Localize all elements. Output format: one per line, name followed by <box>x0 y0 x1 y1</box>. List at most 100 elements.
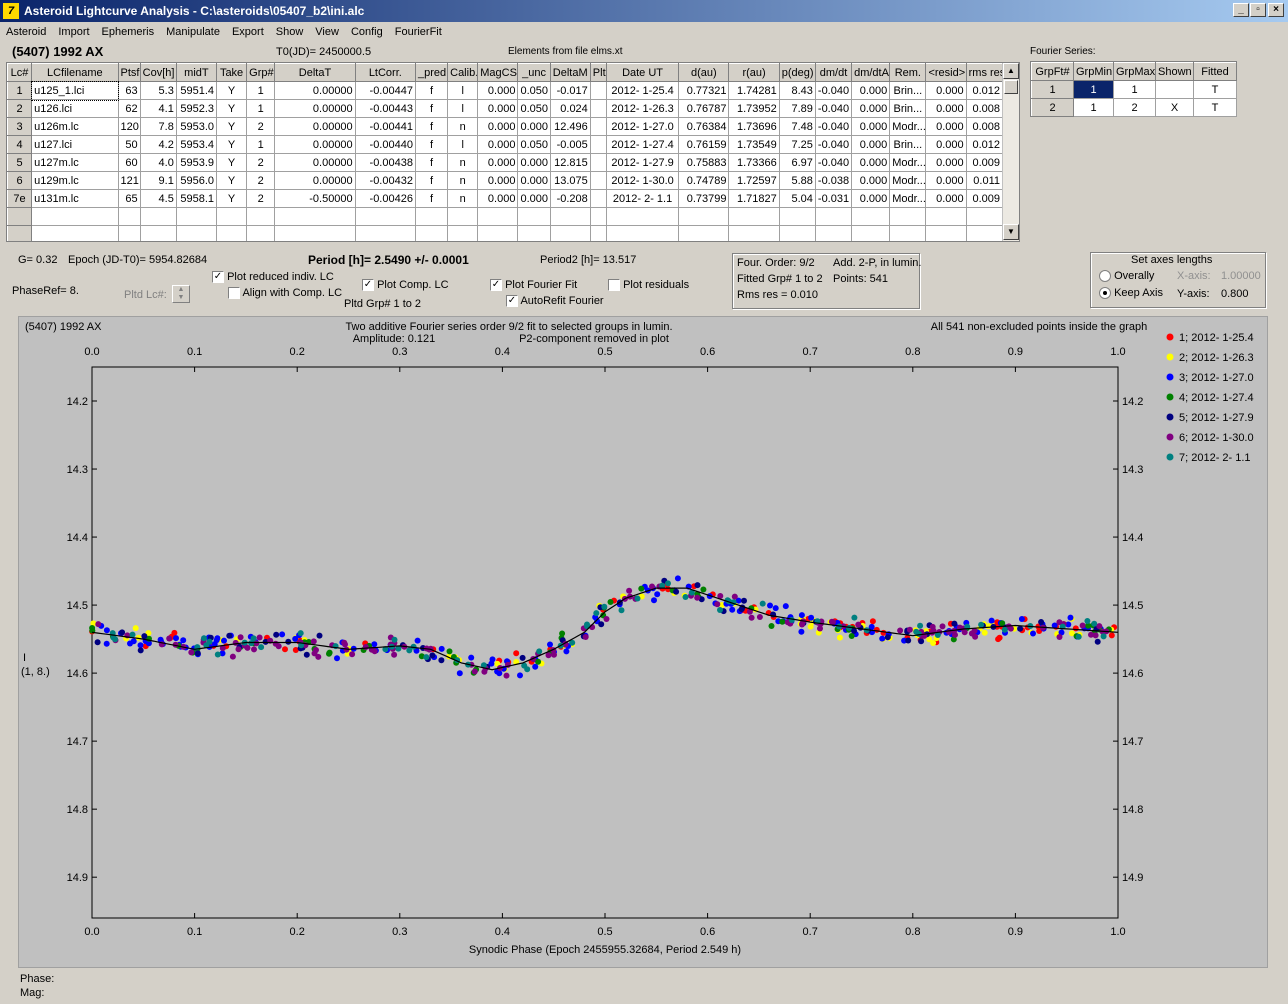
column-header[interactable]: dm/dt <box>814 63 853 82</box>
table-cell[interactable]: 0.76384 <box>678 117 730 136</box>
table-cell[interactable]: -0.00438 <box>354 153 416 172</box>
table-cell[interactable] <box>728 225 780 241</box>
table-cell[interactable]: 5951.4 <box>175 81 218 100</box>
table-cell[interactable]: Y <box>215 81 248 100</box>
table-cell[interactable]: u127.lci <box>31 135 119 154</box>
table-cell[interactable]: 0.000 <box>925 99 967 118</box>
table-cell[interactable] <box>605 207 680 226</box>
table-cell[interactable]: 12.496 <box>549 117 591 136</box>
table-cell[interactable]: 0.000 <box>517 153 551 172</box>
scroll-up-icon[interactable]: ▲ <box>1003 63 1019 79</box>
column-header[interactable]: d(au) <box>678 63 730 82</box>
column-header[interactable]: _pred. <box>414 63 449 82</box>
table-cell[interactable]: 1 <box>246 135 276 154</box>
table-cell[interactable]: 0.050 <box>517 135 551 154</box>
table-cell[interactable] <box>274 207 356 226</box>
table-cell[interactable] <box>965 225 1004 241</box>
table-cell[interactable] <box>175 207 218 226</box>
fourier-column-header[interactable]: GrpMin <box>1073 62 1114 81</box>
row-header[interactable]: 1 <box>7 81 33 100</box>
table-cell[interactable] <box>925 207 967 226</box>
table-cell[interactable] <box>778 225 816 241</box>
table-cell[interactable] <box>414 225 449 241</box>
table-cell[interactable]: 0.000 <box>925 81 967 100</box>
table-cell[interactable] <box>447 225 479 241</box>
table-cell[interactable] <box>139 225 177 241</box>
table-cell[interactable]: Modr... <box>889 153 927 172</box>
table-cell[interactable]: 2012- 1-26.3 <box>605 99 680 118</box>
menu-manipulate[interactable]: Manipulate <box>166 26 220 38</box>
table-cell[interactable]: 0.000 <box>851 135 891 154</box>
table-cell[interactable]: 5958.1 <box>175 189 218 208</box>
menu-fourierfit[interactable]: FourierFit <box>394 26 442 38</box>
table-cell[interactable]: 5.04 <box>778 189 816 208</box>
table-cell[interactable] <box>477 207 519 226</box>
table-cell[interactable]: 13.075 <box>549 171 591 190</box>
scroll-thumb[interactable] <box>1004 80 1018 94</box>
menu-show[interactable]: Show <box>275 26 304 38</box>
table-cell[interactable]: 0.00000 <box>274 99 356 118</box>
fourier-cell[interactable]: 1 <box>1073 80 1114 99</box>
table-cell[interactable]: 7.8 <box>139 117 177 136</box>
table-cell[interactable]: f <box>414 135 449 154</box>
column-header[interactable]: DeltaM <box>549 63 591 82</box>
table-cell[interactable] <box>605 225 680 241</box>
table-row[interactable]: 2 u126.lci 62 4.1 5952.3 Y 1 0.00000 -0.00443 f l 0… <box>7 99 1004 118</box>
table-cell[interactable] <box>354 225 416 241</box>
table-cell[interactable]: 0.050 <box>517 99 551 118</box>
table-cell[interactable] <box>31 207 119 226</box>
table-cell[interactable]: 7.48 <box>778 117 816 136</box>
table-cell[interactable]: u126.lci <box>31 99 119 118</box>
table-cell[interactable]: 0.012 <box>965 81 1004 100</box>
table-cell[interactable]: 5953.0 <box>175 117 218 136</box>
column-header[interactable]: r(au) <box>728 63 780 82</box>
table-cell[interactable]: 0.008 <box>965 99 1004 118</box>
table-cell[interactable] <box>589 99 607 118</box>
table-cell[interactable] <box>274 225 356 241</box>
menu-config[interactable]: Config <box>350 26 383 38</box>
plot-comp-checkbox[interactable]: ✓ Plot Comp. LC <box>362 279 449 292</box>
table-cell[interactable] <box>589 117 607 136</box>
table-cell[interactable]: -0.017 <box>549 81 591 100</box>
column-header[interactable]: MagCS <box>477 63 519 82</box>
menu-ephemeris[interactable]: Ephemeris <box>101 26 155 38</box>
table-cell[interactable]: 0.009 <box>965 189 1004 208</box>
table-cell[interactable]: 2012- 1-27.0 <box>605 117 680 136</box>
table-cell[interactable] <box>215 225 248 241</box>
table-cell[interactable] <box>117 225 141 241</box>
table-cell[interactable] <box>589 135 607 154</box>
table-cell[interactable]: 4.0 <box>139 153 177 172</box>
table-cell[interactable]: 7.25 <box>778 135 816 154</box>
table-cell[interactable] <box>589 225 607 241</box>
pltd-lc-spinner[interactable]: ▲ ▼ <box>172 285 190 303</box>
table-cell[interactable] <box>477 225 519 241</box>
table-cell[interactable] <box>589 189 607 208</box>
table-cell[interactable] <box>414 207 449 226</box>
table-row[interactable]: 5 u127m.lc 60 4.0 5953.9 Y 2 0.00000 -0.00438 f n 0… <box>7 153 1004 172</box>
table-cell[interactable]: 0.050 <box>517 81 551 100</box>
table-cell[interactable]: n <box>447 117 479 136</box>
table-cell[interactable]: -0.00432 <box>354 171 416 190</box>
table-cell[interactable] <box>517 207 551 226</box>
table-cell[interactable]: 0.000 <box>477 99 519 118</box>
table-cell[interactable]: 0.000 <box>477 189 519 208</box>
column-header[interactable]: Ptsf <box>117 63 141 82</box>
table-cell[interactable]: 2012- 1-30.0 <box>605 171 680 190</box>
table-cell[interactable]: 0.000 <box>477 171 519 190</box>
table-cell[interactable] <box>925 225 967 241</box>
column-header[interactable]: Rem. <box>889 63 927 82</box>
table-cell[interactable]: 0.000 <box>517 171 551 190</box>
table-cell[interactable] <box>117 207 141 226</box>
table-cell[interactable]: u127m.lc <box>31 153 119 172</box>
table-cell[interactable] <box>814 207 853 226</box>
table-cell[interactable]: Brin... <box>889 99 927 118</box>
fourier-column-header[interactable]: GrpFt# <box>1031 62 1074 81</box>
table-cell[interactable]: -0.00440 <box>354 135 416 154</box>
table-cell[interactable]: 5953.9 <box>175 153 218 172</box>
table-cell[interactable]: 0.000 <box>517 189 551 208</box>
table-cell[interactable]: 0.000 <box>477 153 519 172</box>
plot-fourier-checkbox[interactable]: ✓ Plot Fourier Fit <box>490 279 577 292</box>
table-cell[interactable]: -0.040 <box>814 153 853 172</box>
table-cell[interactable]: Y <box>215 189 248 208</box>
